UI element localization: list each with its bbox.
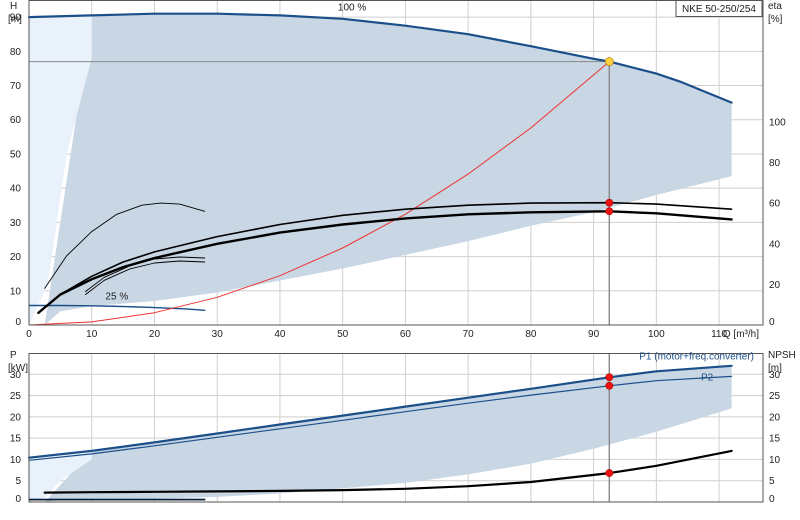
y2-tick-label: 0 bbox=[769, 317, 775, 328]
series-P1 bbox=[27, 364, 733, 459]
y2-tick-label: 30 bbox=[769, 370, 781, 381]
panel-top: 0102030405060708090020406080100H[m]eta[%… bbox=[8, 0, 786, 340]
plot-frame bbox=[28, 353, 764, 503]
y2-tick-label: 25 bbox=[769, 391, 781, 402]
y2-tick-label: 10 bbox=[769, 455, 781, 466]
y2-tick-label: 60 bbox=[769, 199, 781, 210]
x-tick-label: 60 bbox=[400, 329, 412, 340]
x-axis-title: Q [m³/h] bbox=[723, 329, 759, 340]
y2-axis-unit: [m] bbox=[768, 363, 782, 374]
operating-point-marker bbox=[605, 373, 614, 382]
y-axis-title: H bbox=[10, 1, 17, 12]
series-eta-25-b bbox=[85, 256, 206, 292]
x-tick-label: 100 bbox=[648, 329, 665, 340]
y-tick-label: 60 bbox=[10, 115, 22, 126]
y-tick-label: 10 bbox=[10, 286, 22, 297]
y-axis-unit: [m] bbox=[8, 14, 22, 25]
y-tick-label: 25 bbox=[10, 391, 22, 402]
series-eta-lower bbox=[37, 210, 733, 314]
y2-tick-label: 20 bbox=[769, 280, 781, 291]
y-axis-unit: [kW] bbox=[8, 363, 28, 374]
y-tick-label: 40 bbox=[10, 184, 22, 195]
y2-tick-label: 15 bbox=[769, 434, 781, 445]
y-tick-label: 0 bbox=[15, 494, 21, 505]
title-frame bbox=[675, 0, 763, 17]
y2-axis-title: eta bbox=[768, 1, 782, 12]
series-eta-thin-arc bbox=[44, 202, 206, 289]
y-tick-label: 50 bbox=[10, 149, 22, 160]
y-axis-title: P bbox=[10, 350, 17, 361]
y-tick-label: 15 bbox=[10, 434, 22, 445]
y-tick-label: 70 bbox=[10, 81, 22, 92]
y2-axis-unit: [%] bbox=[768, 14, 783, 25]
x-tick-label: 40 bbox=[274, 329, 286, 340]
y-tick-label: 30 bbox=[10, 370, 22, 381]
band-power-range bbox=[44, 365, 732, 502]
legend-p2: P2 bbox=[701, 373, 714, 384]
y2-tick-label: 80 bbox=[769, 158, 781, 169]
operating-point-marker bbox=[605, 198, 614, 207]
x-tick-label: 10 bbox=[86, 329, 98, 340]
operating-point-marker bbox=[605, 381, 614, 390]
y-tick-label: 5 bbox=[15, 476, 21, 487]
series-eta-25-a bbox=[85, 260, 206, 295]
x-tick-label: 90 bbox=[588, 329, 600, 340]
band-light-region bbox=[29, 15, 92, 325]
series-head-100 bbox=[27, 12, 733, 104]
plot-frame bbox=[28, 0, 764, 326]
y2-tick-label: 5 bbox=[769, 476, 775, 487]
x-tick-label: 80 bbox=[525, 329, 537, 340]
chart-title: NKE 50-250/254 bbox=[682, 4, 756, 15]
y2-tick-label: 20 bbox=[769, 412, 781, 423]
series-eta-upper bbox=[37, 201, 733, 314]
y2-axis-title: NPSH bbox=[768, 350, 796, 361]
panel-bottom: 0 5 10 15 20 25 30 0 5 10 15 20 25 30 P [kW] NPSH [m] P1 (… bbox=[8, 350, 796, 505]
operating-point-marker bbox=[605, 469, 614, 477]
band-operating-range bbox=[44, 13, 732, 326]
band-light-region bbox=[29, 450, 92, 502]
title-box: NKE 50-250/254 bbox=[675, 0, 763, 17]
y2-tick-label: 40 bbox=[769, 239, 781, 250]
series-system-curve bbox=[28, 61, 610, 326]
series-P2 bbox=[28, 375, 733, 461]
operating-point-marker bbox=[605, 207, 614, 216]
annotation-100: 100 % bbox=[338, 2, 366, 13]
annotation-25: 25 % bbox=[105, 291, 128, 302]
x-tick-label: 50 bbox=[337, 329, 349, 340]
x-tick-label: 0 bbox=[26, 329, 32, 340]
y-tick-label: 20 bbox=[10, 252, 22, 263]
legend-p1: P1 (motor+freq.converter) bbox=[639, 351, 754, 362]
x-tick-label: 20 bbox=[149, 329, 161, 340]
y2-tick-label: 100 bbox=[769, 117, 786, 128]
y-tick-label: 30 bbox=[10, 218, 22, 229]
y-tick-label: 80 bbox=[10, 47, 22, 58]
x-tick-label: 110 bbox=[711, 329, 727, 340]
y2-tick-label: 0 bbox=[769, 494, 775, 505]
x-tick-label: 30 bbox=[212, 329, 224, 340]
y-tick-label: 10 bbox=[10, 455, 22, 466]
series-head-25 bbox=[28, 304, 206, 311]
y-tick-label: 0 bbox=[15, 317, 21, 328]
duty-point-marker bbox=[604, 57, 614, 66]
y-tick-label: 20 bbox=[10, 412, 22, 423]
series-NPSH bbox=[43, 449, 733, 494]
y-tick-label: 90 bbox=[10, 13, 22, 24]
x-tick-label: 70 bbox=[463, 329, 475, 340]
